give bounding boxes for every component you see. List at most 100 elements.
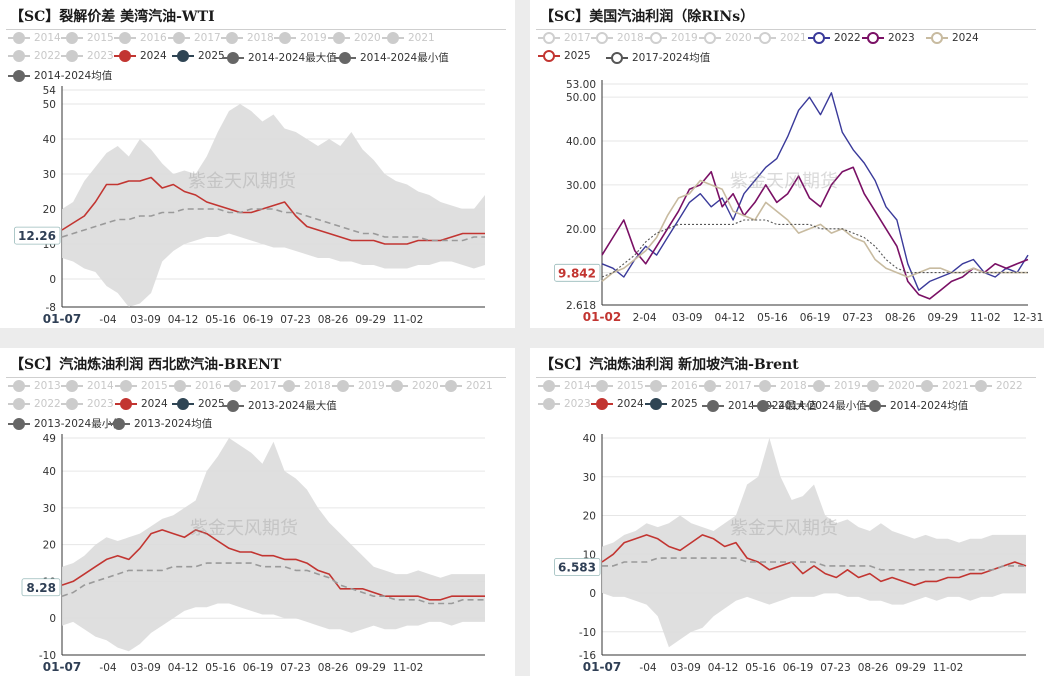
legend-item[interactable]: 2020: [328, 32, 381, 44]
y-tick-label: 30.00: [566, 180, 596, 192]
legend-item[interactable]: 2025: [172, 398, 225, 410]
legend-label: 2018: [247, 32, 274, 44]
legend-item[interactable]: 2019: [808, 380, 861, 392]
y-tick-label: 40: [43, 134, 56, 146]
legend-item[interactable]: 2017: [168, 32, 221, 44]
legend-swatch-icon: [645, 380, 667, 392]
legend-item[interactable]: 2018: [221, 32, 274, 44]
series-line: [601, 219, 1028, 278]
legend-label: 2020: [412, 380, 439, 392]
legend-item[interactable]: 2023: [862, 32, 915, 44]
legend-item[interactable]: 2023: [61, 50, 114, 62]
legend-label: 2019: [671, 32, 698, 44]
legend-item[interactable]: 2013-2024最小值: [8, 416, 123, 431]
legend-label: 2017: [564, 32, 591, 44]
legend-item[interactable]: 2023: [61, 398, 114, 410]
legend-swatch-icon: [278, 380, 300, 392]
legend-item[interactable]: 2016: [114, 32, 167, 44]
legend-item[interactable]: 2018: [278, 380, 331, 392]
series-line: [61, 208, 485, 242]
chart-panel-wti: 【SC】裂解价差 美湾汽油-WTI 2014 2015 2016 2017 2018 20…: [0, 0, 515, 328]
legend-item[interactable]: 2019: [645, 32, 698, 44]
legend-item[interactable]: 2016: [645, 380, 698, 392]
legend-swatch-icon: [702, 399, 724, 412]
legend-item[interactable]: 2014-2024最小值: [752, 398, 867, 413]
legend-item[interactable]: 2022: [8, 398, 61, 410]
y-tick-label: 50.00: [566, 92, 596, 104]
legend-item[interactable]: 2021: [754, 32, 807, 44]
legend-item[interactable]: 2018: [591, 32, 644, 44]
legend-item[interactable]: 2015: [115, 380, 168, 392]
legend-item[interactable]: 2017-2024均值: [606, 50, 710, 65]
chart-svg: -100102030404901-07-0403-0904-1205-1606-…: [21, 433, 485, 674]
x-tick-label: 06-19: [243, 662, 274, 674]
legend-swatch-icon: [114, 32, 136, 44]
legend-swatch-icon: [172, 50, 194, 62]
legend-label: 2024: [617, 398, 644, 410]
legend-item[interactable]: 2025: [172, 50, 225, 62]
legend-item[interactable]: 2022: [970, 380, 1023, 392]
x-tick-label: 2-04: [633, 312, 657, 324]
legend-item[interactable]: 2014: [8, 32, 61, 44]
legend-item[interactable]: 2014-2024均值: [864, 398, 968, 413]
legend-item[interactable]: 2020: [699, 32, 752, 44]
legend-item[interactable]: 2013-2024均值: [108, 416, 212, 431]
legend-item[interactable]: 2020: [862, 380, 915, 392]
x-tick-label: 04-12: [168, 662, 199, 674]
legend-item[interactable]: 2020: [386, 380, 439, 392]
y-tick-label: 49: [43, 433, 56, 445]
y-tick-label: 30: [43, 503, 56, 515]
legend-item[interactable]: 2025: [538, 50, 591, 62]
y-tick-label: 0: [49, 274, 56, 286]
legend-item[interactable]: 2017: [538, 32, 591, 44]
legend-label: 2016: [671, 380, 698, 392]
legend-item[interactable]: 2019: [274, 32, 327, 44]
legend-item[interactable]: 2013-2024最大值: [222, 398, 337, 413]
chart-panel-singapore: 【SC】汽油炼油利润 新加坡汽油-Brent 2014 2015 2016 2017 2…: [530, 348, 1044, 676]
legend-item[interactable]: 2023: [538, 398, 591, 410]
x-tick-label: 07-23: [820, 662, 851, 674]
legend-item[interactable]: 2015: [61, 32, 114, 44]
legend-item[interactable]: 2014-2024均值: [8, 68, 112, 83]
legend-item[interactable]: 2025: [645, 398, 698, 410]
legend-label: 2013-2024最小值: [34, 418, 123, 430]
y-tick-label: -10: [39, 650, 56, 662]
legend-item[interactable]: 2017: [224, 380, 277, 392]
x-tick-label: 01-07: [43, 312, 81, 326]
legend-label: 2022: [34, 50, 61, 62]
x-tick-label: 03-09: [672, 312, 703, 324]
legend-item[interactable]: 2013: [8, 380, 61, 392]
legend-item[interactable]: 2021: [382, 32, 435, 44]
y-tick-label: 30: [43, 169, 56, 181]
x-tick-label: 01-02: [583, 310, 621, 324]
legend-label: 2013-2024均值: [134, 418, 213, 430]
legend-item[interactable]: 2022: [8, 50, 61, 62]
legend-item[interactable]: 2021: [440, 380, 493, 392]
legend-label: 2014: [564, 380, 591, 392]
y-tick-label: 40: [583, 433, 596, 445]
legend-item[interactable]: 2024: [115, 398, 168, 410]
legend-item[interactable]: 2015: [591, 380, 644, 392]
legend-item[interactable]: 2014: [538, 380, 591, 392]
legend-item[interactable]: 2024: [114, 50, 167, 62]
legend-item[interactable]: 2014-2024最大值: [222, 50, 337, 65]
legend-item[interactable]: 2018: [754, 380, 807, 392]
y-tick-label: 30: [583, 472, 596, 484]
legend-label: 2021: [466, 380, 493, 392]
legend-item[interactable]: 2014-2024最小值: [334, 50, 449, 65]
legend-label: 2016: [140, 32, 167, 44]
legend-item[interactable]: 2014: [61, 380, 114, 392]
legend-item[interactable]: 2024: [591, 398, 644, 410]
y-tick-label: 20: [43, 204, 56, 216]
legend-label: 2021: [942, 380, 969, 392]
legend-swatch-icon: [8, 69, 30, 82]
legend-swatch-icon: [8, 50, 30, 62]
legend-label: 2023: [87, 50, 114, 62]
legend-item[interactable]: 2024: [926, 32, 979, 44]
legend-item[interactable]: 2016: [169, 380, 222, 392]
legend-item[interactable]: 2019: [332, 380, 385, 392]
legend-item[interactable]: 2017: [699, 380, 752, 392]
legend-item[interactable]: 2022: [808, 32, 861, 44]
legend-label: 2023: [564, 398, 591, 410]
legend-item[interactable]: 2021: [916, 380, 969, 392]
